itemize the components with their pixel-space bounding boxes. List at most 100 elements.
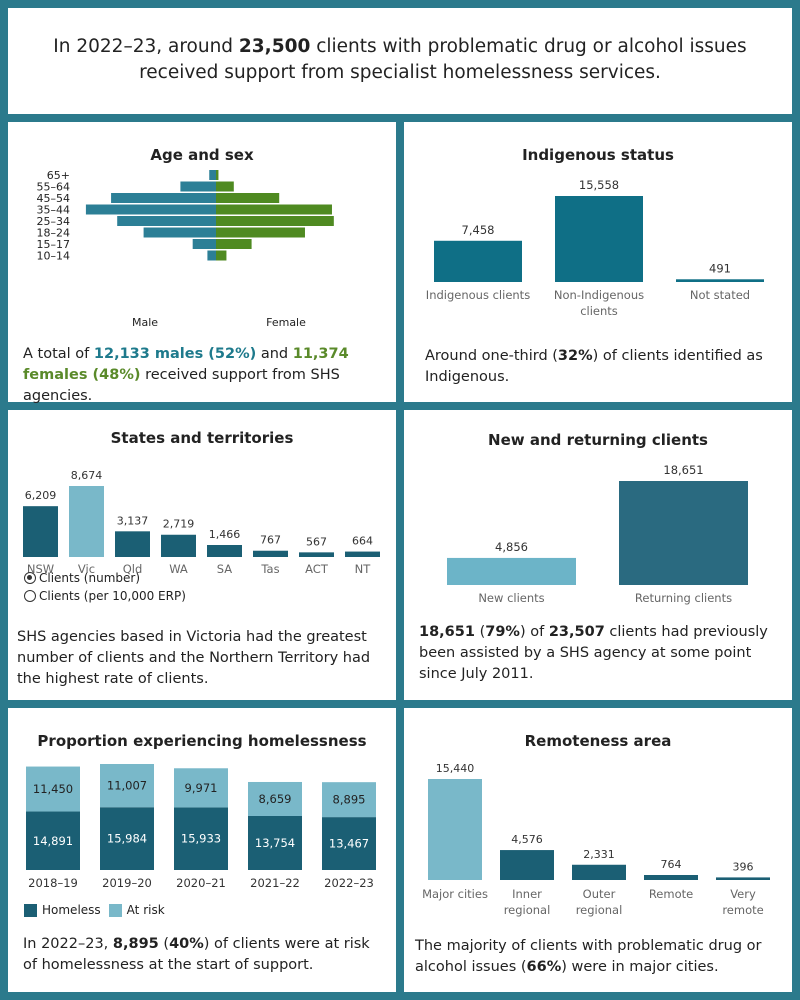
- summary-highlight: 23,500: [238, 36, 311, 57]
- homelessness-panel: Proportion experiencing homelessness 14,…: [8, 708, 396, 992]
- state-label-sa: SA: [217, 562, 233, 576]
- homelessness-title: Proportion experiencing homelessness: [37, 732, 367, 750]
- state-label-qld: Qld: [123, 562, 143, 576]
- homelessness-legend: Homeless At risk: [24, 903, 165, 917]
- male-bar-18-24: [143, 227, 216, 238]
- remoteness-bar-major-cities: [428, 779, 482, 880]
- state-value-wa: 2,719: [163, 518, 195, 531]
- remoteness-label-very-remote-1: remote: [722, 903, 763, 917]
- atrisk-value-2018-19: 11,450: [33, 782, 73, 796]
- female-bar-55-64: [216, 181, 234, 192]
- remoteness-label-very-remote: Very: [730, 887, 756, 901]
- age-label-10-14: 10–14: [37, 250, 71, 263]
- radio-rate-label: Clients (per 10,000 ERP): [39, 589, 186, 603]
- states-title: States and territories: [110, 429, 294, 447]
- indigenous-label-indigenous-clients: Indigenous clients: [426, 288, 530, 302]
- age-label-18-24: 18–24: [37, 227, 71, 240]
- age-label-35-44: 35–44: [37, 204, 71, 217]
- radio-number-label: Clients (number): [39, 571, 141, 585]
- remoteness-value-inner-regional: 4,576: [511, 833, 543, 846]
- returning-count: 18,651: [419, 624, 475, 640]
- homeless-bar-2018-19: [26, 811, 80, 870]
- client-type-label-new-clients: New clients: [478, 591, 544, 605]
- indigenous-value-indigenous-clients: 7,458: [462, 223, 495, 237]
- atrisk-value-2021-22: 8,659: [259, 792, 292, 806]
- rm-text-a: The majority of clients with problematic…: [415, 938, 762, 975]
- homeless-bar-2020-21: [174, 807, 228, 870]
- age-label-55-64: 55–64: [37, 181, 71, 194]
- age-sex-panel: Age and sex 65+ 55–64 45–54 35–44 25–34 18–24…: [8, 122, 396, 404]
- indigenous-bar-indigenous-clients: [434, 240, 522, 282]
- homeless-value-2019-20: 15,984: [107, 832, 147, 846]
- homeless-value-2018-19: 14,891: [33, 834, 73, 848]
- atrisk-bar-2022-23: [322, 782, 376, 818]
- state-label-act: ACT: [305, 562, 329, 576]
- radio-clients-number[interactable]: Clients (number): [24, 571, 140, 585]
- state-bar-nsw: [23, 506, 58, 557]
- age-label-15-17: 15–17: [37, 238, 71, 251]
- client-type-value-returning-clients: 18,651: [663, 463, 703, 477]
- female-bar-25-34: [216, 216, 334, 226]
- radio-clients-rate[interactable]: Clients (per 10,000 ERP): [24, 589, 186, 603]
- indigenous-chart: 7,458 Indigenous clients 15,558 Non-Indigen…: [426, 178, 764, 318]
- states-text: SHS agencies based in Victoria had the g…: [17, 629, 371, 687]
- nr-text-b: ) of: [519, 624, 549, 640]
- total-count: 23,507: [548, 624, 605, 640]
- indigenous-value-not-stated: 491: [709, 261, 731, 275]
- state-bar-sa: [207, 545, 242, 557]
- age-sex-text: A total of 12,133 males (52%) and 11,374…: [23, 344, 383, 407]
- age-sex-text-a: A total of: [23, 346, 94, 362]
- state-label-vic: Vic: [78, 562, 95, 576]
- homeless-bar-2022-23: [322, 817, 376, 870]
- homeless-swatch: [24, 903, 37, 917]
- remoteness-bar-outer-regional: [572, 864, 626, 880]
- returning-pct: 79%: [485, 624, 520, 640]
- summary-header: In 2022–23, around 23,500 clients with p…: [8, 8, 792, 114]
- hl-text-b: (: [158, 936, 170, 952]
- male-bar-65: [209, 170, 216, 180]
- remoteness-label-major-cities: Major cities: [422, 887, 488, 901]
- remoteness-label-inner-regional: Inner: [512, 887, 542, 901]
- atrisk-bar-2018-19: [26, 766, 80, 812]
- male-axis-label: Male: [132, 316, 158, 329]
- age-label-25-34: 25–34: [37, 215, 71, 228]
- state-bar-vic: [69, 486, 104, 557]
- atrisk-value-2020-21: 9,971: [185, 781, 218, 795]
- homeless-value-2022-23: 13,467: [329, 837, 369, 851]
- indigenous-label-not-stated: Not stated: [690, 288, 750, 302]
- atrisk-value-2019-20: 11,007: [107, 779, 147, 793]
- client-type-bar-new-clients: [447, 557, 576, 585]
- homeless-bar-2021-22: [248, 815, 302, 870]
- radio-unselected-icon[interactable]: [24, 590, 36, 602]
- indigenous-panel: Indigenous status 7,458 Indigenous client…: [404, 122, 792, 402]
- client-type-label-returning-clients: Returning clients: [635, 591, 732, 605]
- remoteness-label-outer-regional: Outer: [583, 887, 616, 901]
- age-sex-text-b: and: [256, 346, 293, 362]
- indigenous-title: Indigenous status: [522, 146, 674, 164]
- client-type-value-new-clients: 4,856: [495, 540, 528, 554]
- state-value-nsw: 6,209: [25, 489, 57, 502]
- male-bar-15-17: [192, 239, 216, 249]
- hl-text-a: In 2022–23,: [23, 936, 113, 952]
- remoteness-bar-very-remote: [716, 877, 770, 880]
- age-sex-title: Age and sex: [150, 146, 254, 164]
- male-bar-55-64: [180, 181, 216, 192]
- indigenous-label-non-indigenous-clients: Non-Indigenous: [554, 288, 644, 302]
- remoteness-panel: Remoteness area 15,440 Major cities 4,576 I…: [404, 708, 792, 992]
- homeless-value-2021-22: 13,754: [255, 836, 295, 850]
- radio-selected-icon[interactable]: [24, 572, 36, 584]
- nr-text-c: clients had previously been assisted by …: [419, 624, 768, 682]
- year-label-2021-22: 2021–22: [250, 876, 300, 888]
- remoteness-chart: 15,440 Major cities 4,576 Inner regional 2,33…: [422, 762, 770, 917]
- year-label-2022-23: 2022–23: [324, 876, 374, 888]
- indigenous-pct: 32%: [557, 348, 593, 364]
- rm-text-b: ) were in major cities.: [561, 959, 719, 975]
- male-bar-35-44: [85, 204, 216, 215]
- male-bar-45-54: [111, 193, 216, 203]
- age-label-65: 65+: [47, 169, 70, 182]
- atrisk-bar-2020-21: [174, 768, 228, 808]
- remoteness-value-very-remote: 396: [733, 860, 754, 873]
- remoteness-bar-inner-regional: [500, 850, 554, 880]
- homelessness-text: In 2022–23, 8,895 (40%) of clients were …: [23, 934, 383, 976]
